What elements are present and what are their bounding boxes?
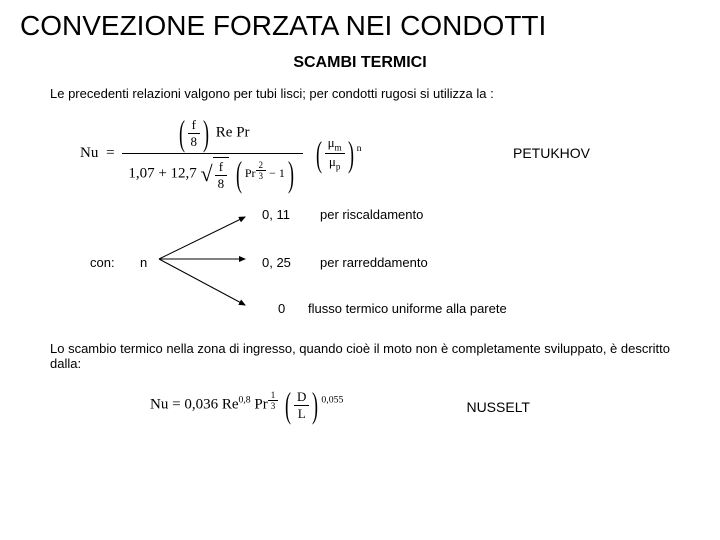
- pr-symbol2: Pr: [245, 166, 256, 180]
- petukhov-formula: Nu = (f8) Re Pr 1,07 + 12,7 √f8 (Pr23 − …: [80, 115, 362, 192]
- f-num: f: [188, 117, 201, 134]
- exp-n: n: [357, 143, 362, 154]
- case-desc-0: per riscaldamento: [320, 207, 423, 222]
- one: 1: [279, 166, 285, 180]
- re-symbol2: Re: [222, 396, 239, 412]
- exp-num: 2: [256, 160, 267, 171]
- n-label: n: [140, 255, 147, 270]
- pr-symbol: Pr: [236, 124, 249, 140]
- cases-block: con: n 0, 11 per riscaldamento 0, 25 per…: [50, 203, 670, 323]
- nu-symbol: Nu: [80, 145, 98, 161]
- pr-exp-num: 1: [268, 390, 279, 401]
- case-desc-2: flusso termico uniforme alla parete: [308, 301, 507, 316]
- re-symbol: Re: [216, 124, 233, 140]
- intro-paragraph: Le precedenti relazioni valgono per tubi…: [50, 86, 670, 101]
- L: L: [294, 406, 309, 422]
- nusselt-label: NUSSELT: [466, 399, 530, 415]
- page-title: CONVEZIONE FORZATA NEI CONDOTTI: [20, 10, 700, 42]
- con-label: con:: [90, 255, 115, 270]
- coef: 0,036: [184, 396, 218, 412]
- c2: 12,7: [171, 165, 197, 181]
- pr-symbol3: Pr: [254, 396, 267, 412]
- mu-p: p: [336, 162, 341, 172]
- nusselt-formula: Nu = 0,036 Re0,8 Pr13 (DL)0,055: [150, 387, 343, 423]
- second-paragraph: Lo scambio termico nella zona di ingress…: [50, 341, 670, 371]
- exp-den: 3: [256, 171, 267, 181]
- page-subtitle: SCAMBI TERMICI: [20, 54, 700, 72]
- eight-den2: 8: [215, 176, 228, 192]
- nu-symbol2: Nu: [150, 396, 168, 412]
- D: D: [294, 389, 309, 406]
- f-num2: f: [215, 159, 228, 176]
- case-desc-1: per rarreddamento: [320, 255, 428, 270]
- case-value-2: 0: [278, 301, 285, 316]
- eight-den: 8: [188, 134, 201, 150]
- arrows-icon: [155, 209, 265, 319]
- dl-exp: 0,055: [321, 394, 343, 405]
- case-value-0: 0, 11: [262, 207, 290, 222]
- mu-m: m: [335, 143, 342, 153]
- nusselt-formula-block: Nu = 0,036 Re0,8 Pr13 (DL)0,055 NUSSELT: [50, 385, 670, 435]
- pr-exp-den: 3: [268, 401, 279, 411]
- c1: 1,07: [128, 165, 154, 181]
- petukhov-label: PETUKHOV: [513, 145, 590, 161]
- petukhov-formula-block: Nu = (f8) Re Pr 1,07 + 12,7 √f8 (Pr23 − …: [50, 115, 670, 185]
- re-exp: 0,8: [238, 394, 250, 405]
- case-value-1: 0, 25: [262, 255, 291, 270]
